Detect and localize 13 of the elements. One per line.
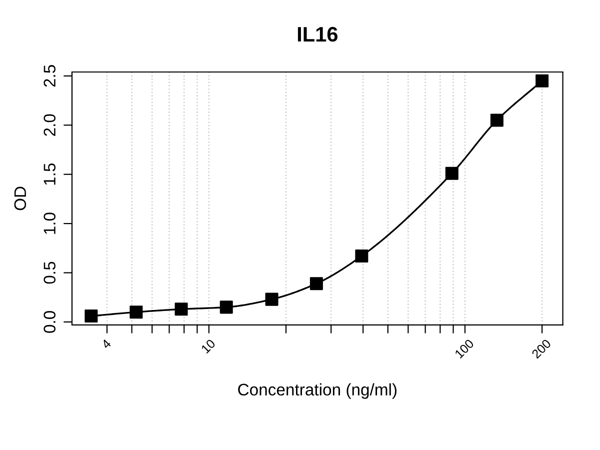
y-tick-label: 2.0: [44, 114, 56, 136]
x-tick-label: 100: [454, 338, 474, 359]
x-tick-label: 4: [100, 338, 112, 350]
y-axis-title: OD: [14, 186, 26, 210]
x-tick-label: 200: [531, 338, 552, 359]
y-tick-label: 0.0: [44, 311, 56, 333]
x-tick-label: 10: [200, 338, 216, 354]
x-axis-title: Concentration (ng/ml): [238, 383, 396, 399]
chart-title: IL16: [298, 26, 338, 42]
y-tick-label: 1.0: [44, 212, 56, 234]
y-tick-label: 2.5: [44, 65, 56, 87]
y-tick-label: 1.5: [44, 163, 56, 185]
y-tick-label: 0.5: [44, 262, 56, 284]
